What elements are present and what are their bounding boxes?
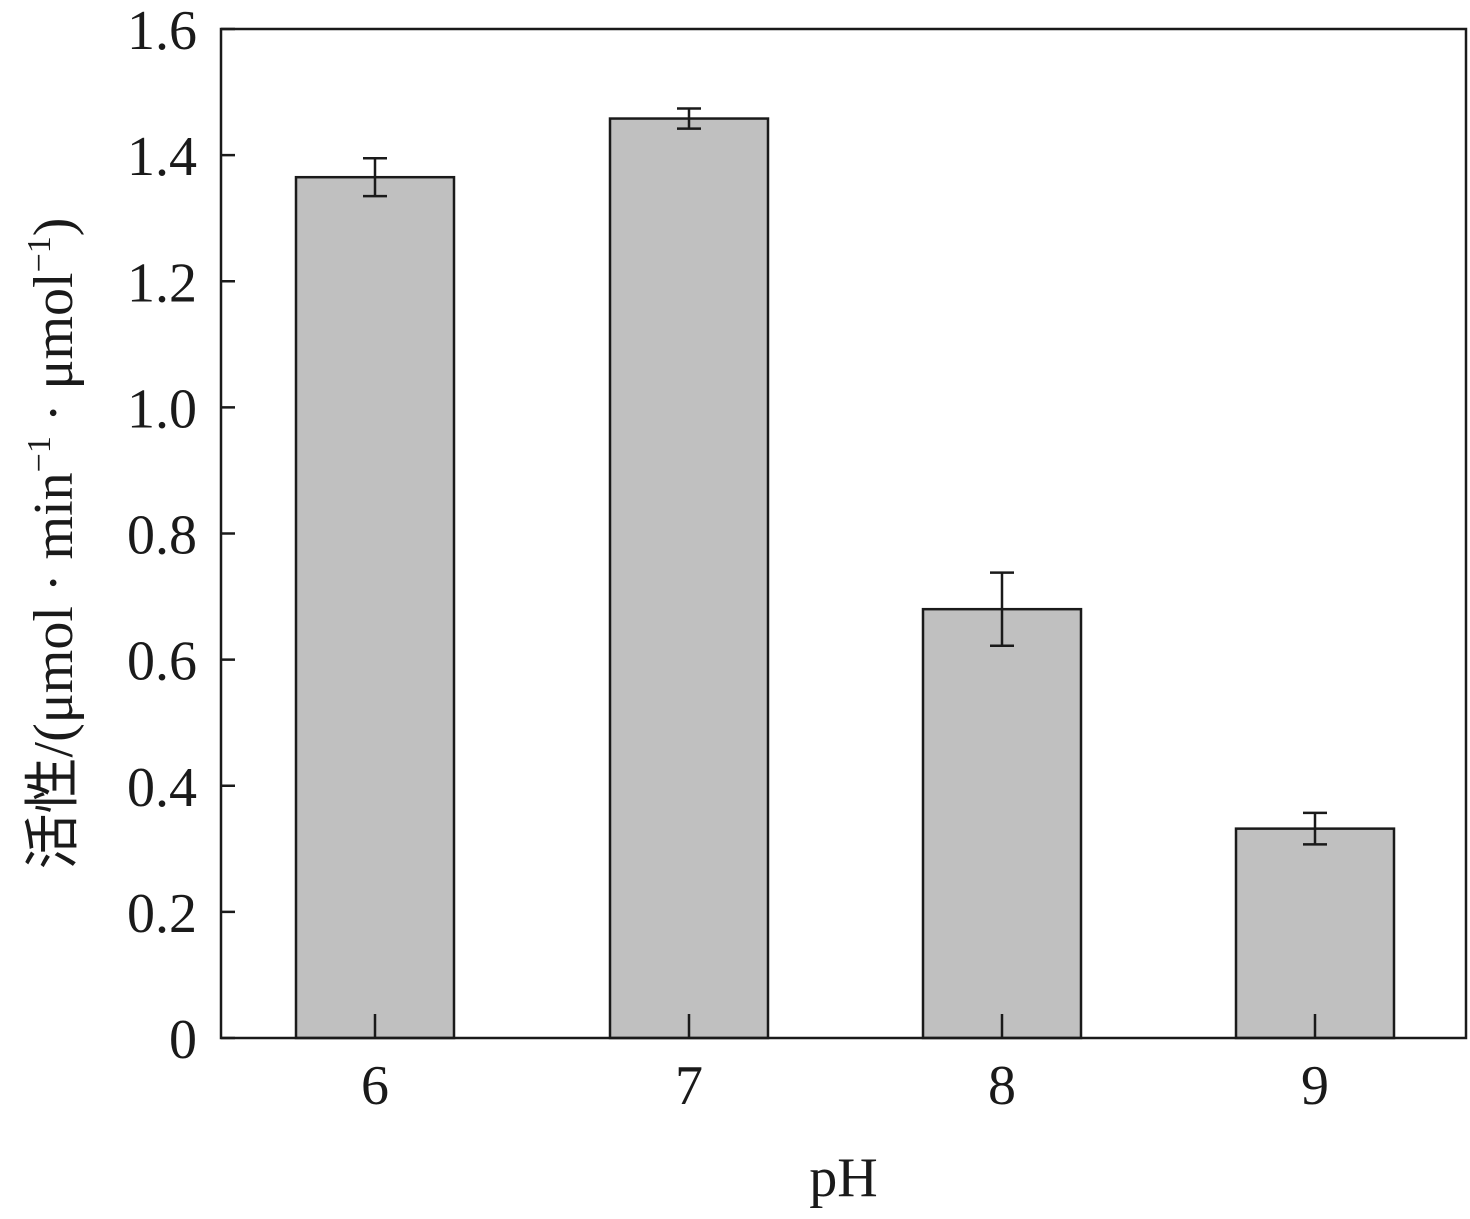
- y-tick-label: 1.6: [127, 0, 197, 62]
- x-tick-label: 7: [675, 1055, 703, 1117]
- y-axis-title-prefix: 活性/(μmol · min: [23, 472, 85, 869]
- bars-layer: [294, 117, 1396, 1040]
- y-tick-label: 0.6: [127, 631, 197, 693]
- error-bars-layer: [363, 107, 1327, 846]
- bar-ph-9: [1234, 827, 1396, 1040]
- x-tick-label: 6: [361, 1055, 389, 1117]
- bar-ph-8: [921, 607, 1083, 1040]
- y-axis: 0 0.2 0.4 0.6 0.8 1.0 1.2 1.4 1.6: [127, 0, 235, 1071]
- y-tick-label: 1.0: [127, 378, 197, 440]
- bar-ph-7: [608, 117, 770, 1040]
- error-bar-ph-9: [1303, 811, 1327, 846]
- x-axis-title: pH: [809, 1147, 877, 1209]
- y-axis-title-sup-2: −1: [21, 236, 58, 272]
- x-tick-label: 9: [1301, 1055, 1329, 1117]
- y-tick-label: 1.4: [127, 126, 197, 188]
- y-axis-title-suffix: ): [23, 218, 85, 237]
- y-tick-label: 0.2: [127, 883, 197, 945]
- bar-ph-6: [294, 175, 456, 1040]
- y-tick-label: 0.8: [127, 505, 197, 567]
- error-bar-ph-8: [990, 571, 1014, 648]
- y-tick-label: 0: [169, 1009, 197, 1071]
- y-axis-title-middle: · μmol: [23, 272, 85, 436]
- y-tick-label: 1.2: [127, 252, 197, 314]
- y-axis-title-sup-1: −1: [21, 436, 58, 472]
- error-bar-ph-6: [363, 157, 387, 198]
- y-tick-label: 0.4: [127, 757, 197, 819]
- y-axis-title: 活性/(μmol · min−1 · μmol−1): [21, 218, 85, 870]
- x-axis: 6 7 8 9: [361, 1014, 1329, 1117]
- error-bar-ph-7: [677, 107, 701, 130]
- x-tick-label: 8: [988, 1055, 1016, 1117]
